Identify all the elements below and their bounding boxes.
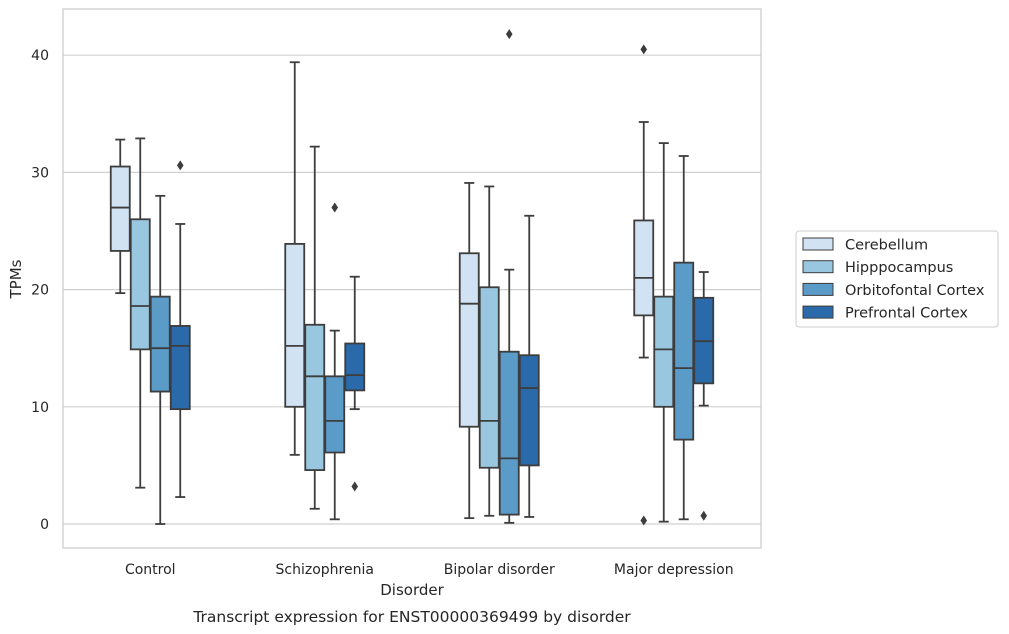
chart-caption: Transcript expression for ENST0000036949… <box>192 608 631 626</box>
legend-swatch <box>802 305 834 319</box>
box-orbitofontal-cortex <box>149 194 171 525</box>
outlier-point <box>640 44 648 55</box>
box-cerebellum <box>109 138 131 295</box>
legend-label: Hipppocampus <box>845 260 953 276</box>
box-iqr <box>284 242 306 408</box>
box-hipppocampus <box>653 142 675 523</box>
y-tick-label: 20 <box>31 283 49 299</box>
box-iqr <box>458 252 480 428</box>
outlier-point <box>505 29 513 40</box>
box-orbitofontal-cortex <box>673 155 695 521</box>
outlier-point <box>351 481 359 492</box>
box-orbitofontal-cortex <box>498 29 520 524</box>
legend-swatch <box>802 237 834 251</box>
legend-frame <box>795 230 999 328</box>
box-series <box>109 29 715 526</box>
box-iqr <box>149 295 171 393</box>
legend-label: Cerebellum <box>845 238 928 254</box>
box-iqr <box>633 219 655 317</box>
box-prefrontal-cortex <box>693 271 715 521</box>
x-tick-label: Major depression <box>614 562 734 578</box>
legend-swatch <box>802 282 834 296</box>
y-tick-label: 40 <box>31 48 49 64</box>
y-tick-label: 30 <box>31 165 49 181</box>
box-prefrontal-cortex <box>344 275 366 492</box>
box-cerebellum <box>284 61 306 456</box>
outlier-point <box>700 510 708 521</box>
plot-frame <box>62 8 762 549</box>
box-iqr <box>344 342 366 392</box>
box-iqr <box>169 325 191 411</box>
y-tick-labels: 0 10 20 30 40 <box>31 48 49 533</box>
x-tick-labels: Control Schizophrenia Bipolar disorder Majo… <box>125 562 734 578</box>
box-prefrontal-cortex <box>169 160 191 498</box>
box-iqr <box>653 295 675 408</box>
box-iqr <box>109 165 131 252</box>
box-cerebellum <box>633 44 655 526</box>
box-iqr <box>478 286 500 469</box>
outlier-point <box>331 202 339 213</box>
box-hipppocampus <box>304 145 326 510</box>
plot-background <box>63 9 761 548</box>
box-iqr <box>324 375 346 454</box>
legend-label: Prefrontal Cortex <box>845 306 968 322</box>
box-iqr <box>518 354 540 467</box>
box-iqr <box>673 261 695 441</box>
y-axis-title: TPMs <box>7 259 25 299</box>
box-orbitofontal-cortex <box>324 202 346 521</box>
box-iqr <box>129 218 151 351</box>
x-tick-label: Bipolar disorder <box>444 562 555 578</box>
x-tick-label: Schizophrenia <box>276 562 374 578</box>
y-tick-label: 10 <box>31 400 49 416</box>
box-iqr <box>304 323 326 471</box>
outlier-point <box>640 515 648 526</box>
x-tick-label: Control <box>125 562 176 578</box>
x-axis-title: Disorder <box>380 581 444 599</box>
legend: Cerebellum Hipppocampus Orbitofontal Corte… <box>795 230 999 328</box>
box-iqr <box>498 350 520 516</box>
box-prefrontal-cortex <box>518 214 540 518</box>
box-cerebellum <box>458 182 480 520</box>
outlier-point <box>176 160 184 171</box>
box-hipppocampus <box>129 137 151 489</box>
y-tick-label: 0 <box>40 517 49 533</box>
legend-label: Orbitofontal Cortex <box>845 283 985 299</box>
legend-swatch <box>802 260 834 274</box>
box-hipppocampus <box>478 185 500 517</box>
